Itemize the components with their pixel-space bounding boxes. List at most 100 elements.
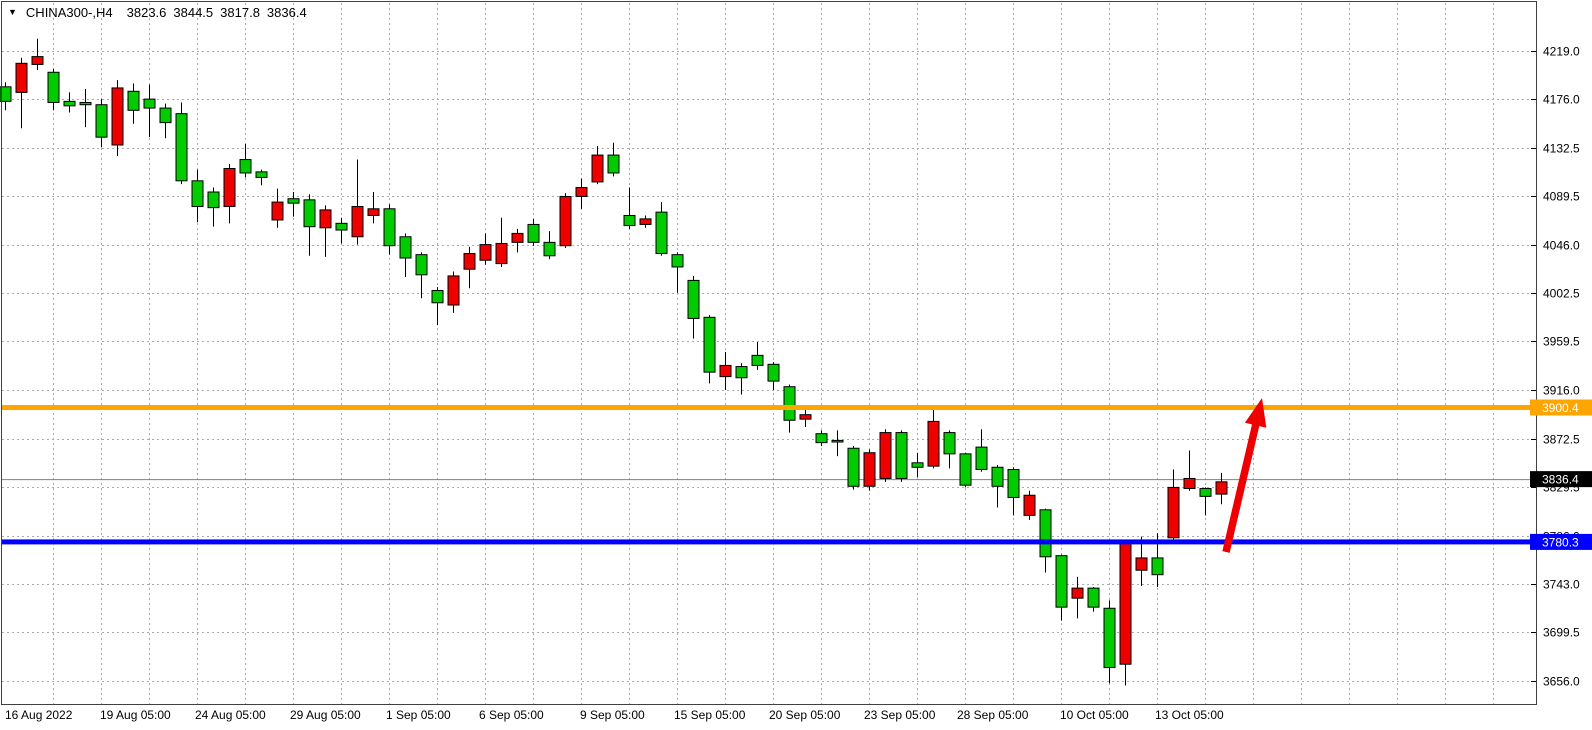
candle-body [1183, 477, 1196, 490]
candle-body [847, 447, 860, 487]
candle-body [719, 364, 732, 378]
candle-body [127, 90, 140, 111]
candle-body [815, 433, 828, 444]
candle-body [31, 56, 44, 65]
price-axis-label: 4002.5 [1543, 287, 1580, 301]
time-axis[interactable] [0, 705, 1592, 730]
date-label: 16 Aug 2022 [5, 708, 73, 722]
candle-body [863, 452, 876, 487]
candle-body [911, 462, 924, 468]
quote-high: 3844.5 [173, 5, 214, 20]
candle-body [271, 201, 284, 221]
candle-body [191, 180, 204, 208]
candle-body [479, 244, 492, 261]
candle-body [1151, 557, 1164, 576]
quote-close: 3836.4 [266, 5, 307, 20]
candle-body [303, 199, 316, 228]
resistance-line[interactable] [2, 405, 1536, 411]
candle-body [1039, 509, 1052, 558]
candle-body [79, 101, 92, 106]
price-axis-label: 4089.5 [1543, 190, 1580, 204]
candle-body [1007, 469, 1020, 498]
candle-body [1135, 557, 1148, 571]
candle-body [399, 236, 412, 259]
candle-body [1055, 555, 1068, 608]
candle-body [703, 316, 716, 373]
candle-body [559, 195, 572, 247]
last-price-badge [1530, 471, 1592, 488]
candle-body [415, 254, 428, 276]
candle-body [767, 363, 780, 382]
candle-body [735, 366, 748, 379]
candle-body [367, 208, 380, 216]
price-axis-label: 4176.0 [1543, 93, 1580, 107]
candle-body [431, 289, 444, 304]
price-axis-label: 3872.5 [1543, 433, 1580, 447]
candle-body [975, 446, 988, 471]
date-label: 9 Sep 05:00 [580, 708, 645, 722]
candle-body [207, 191, 220, 209]
candle-body [799, 414, 812, 420]
candle-body [159, 107, 172, 124]
candle-body [319, 209, 332, 229]
date-label: 19 Aug 05:00 [100, 708, 171, 722]
date-label: 23 Sep 05:00 [864, 708, 936, 722]
candle-body [383, 208, 396, 247]
date-label: 13 Oct 05:00 [1155, 708, 1224, 722]
support-price-badge-text: 3780.3 [1542, 535, 1579, 549]
plot-frame [1, 1, 1537, 705]
price-axis[interactable] [1537, 0, 1592, 705]
symbol-period-label: CHINA300-,H4 [25, 5, 113, 20]
candle-body [543, 241, 556, 257]
price-axis-label: 4132.5 [1543, 142, 1580, 156]
price-axis-label: 3699.5 [1543, 626, 1580, 640]
candle-body [511, 232, 524, 243]
support-line[interactable] [2, 539, 1536, 545]
candle-body [687, 279, 700, 319]
resistance-price-badge [1530, 399, 1592, 416]
candle-body [1023, 494, 1036, 516]
date-label: 1 Sep 05:00 [386, 708, 451, 722]
candle-body [1103, 607, 1116, 669]
candle-body [623, 214, 636, 227]
candle-body [63, 100, 76, 107]
support-price-badge [1530, 533, 1592, 550]
chart-quote-bar: ▼ CHINA300-,H4 3823.6 3844.5 3817.8 3836… [8, 5, 314, 20]
price-axis-label: 3916.0 [1543, 384, 1580, 398]
candle-body [831, 439, 844, 443]
candle-body [463, 253, 476, 270]
candle-body [639, 218, 652, 225]
trend-arrow-shaft[interactable] [1222, 418, 1261, 553]
resistance-price-badge-text: 3900.4 [1542, 401, 1579, 415]
candle-body [607, 154, 620, 174]
candle-body [959, 453, 972, 486]
candle-body [239, 159, 252, 174]
candle-body [143, 98, 156, 109]
candle-body [655, 211, 668, 255]
date-label: 10 Oct 05:00 [1060, 708, 1129, 722]
candle-body [895, 432, 908, 479]
candle-body [1071, 587, 1084, 599]
candle-body [1199, 488, 1212, 497]
candle-body [671, 254, 684, 268]
candle-body [287, 198, 300, 204]
price-axis-label: 3656.0 [1543, 675, 1580, 689]
candle-body [15, 62, 28, 93]
candle-body [0, 86, 12, 102]
candle-body [927, 420, 940, 467]
trend-arrow-head[interactable] [1244, 398, 1267, 428]
candle-body [991, 466, 1004, 487]
candle-body [447, 275, 460, 306]
candle-body [255, 171, 268, 178]
candle-body [223, 167, 236, 208]
candle-body [95, 104, 108, 138]
last-price-badge-text: 3836.4 [1542, 473, 1579, 487]
candle-body [783, 386, 796, 421]
chevron-down-icon[interactable]: ▼ [8, 7, 17, 17]
candle-body [943, 432, 956, 455]
price-axis-label: 3743.0 [1543, 578, 1580, 592]
candle-body [351, 206, 364, 238]
quote-open: 3823.6 [126, 5, 167, 20]
